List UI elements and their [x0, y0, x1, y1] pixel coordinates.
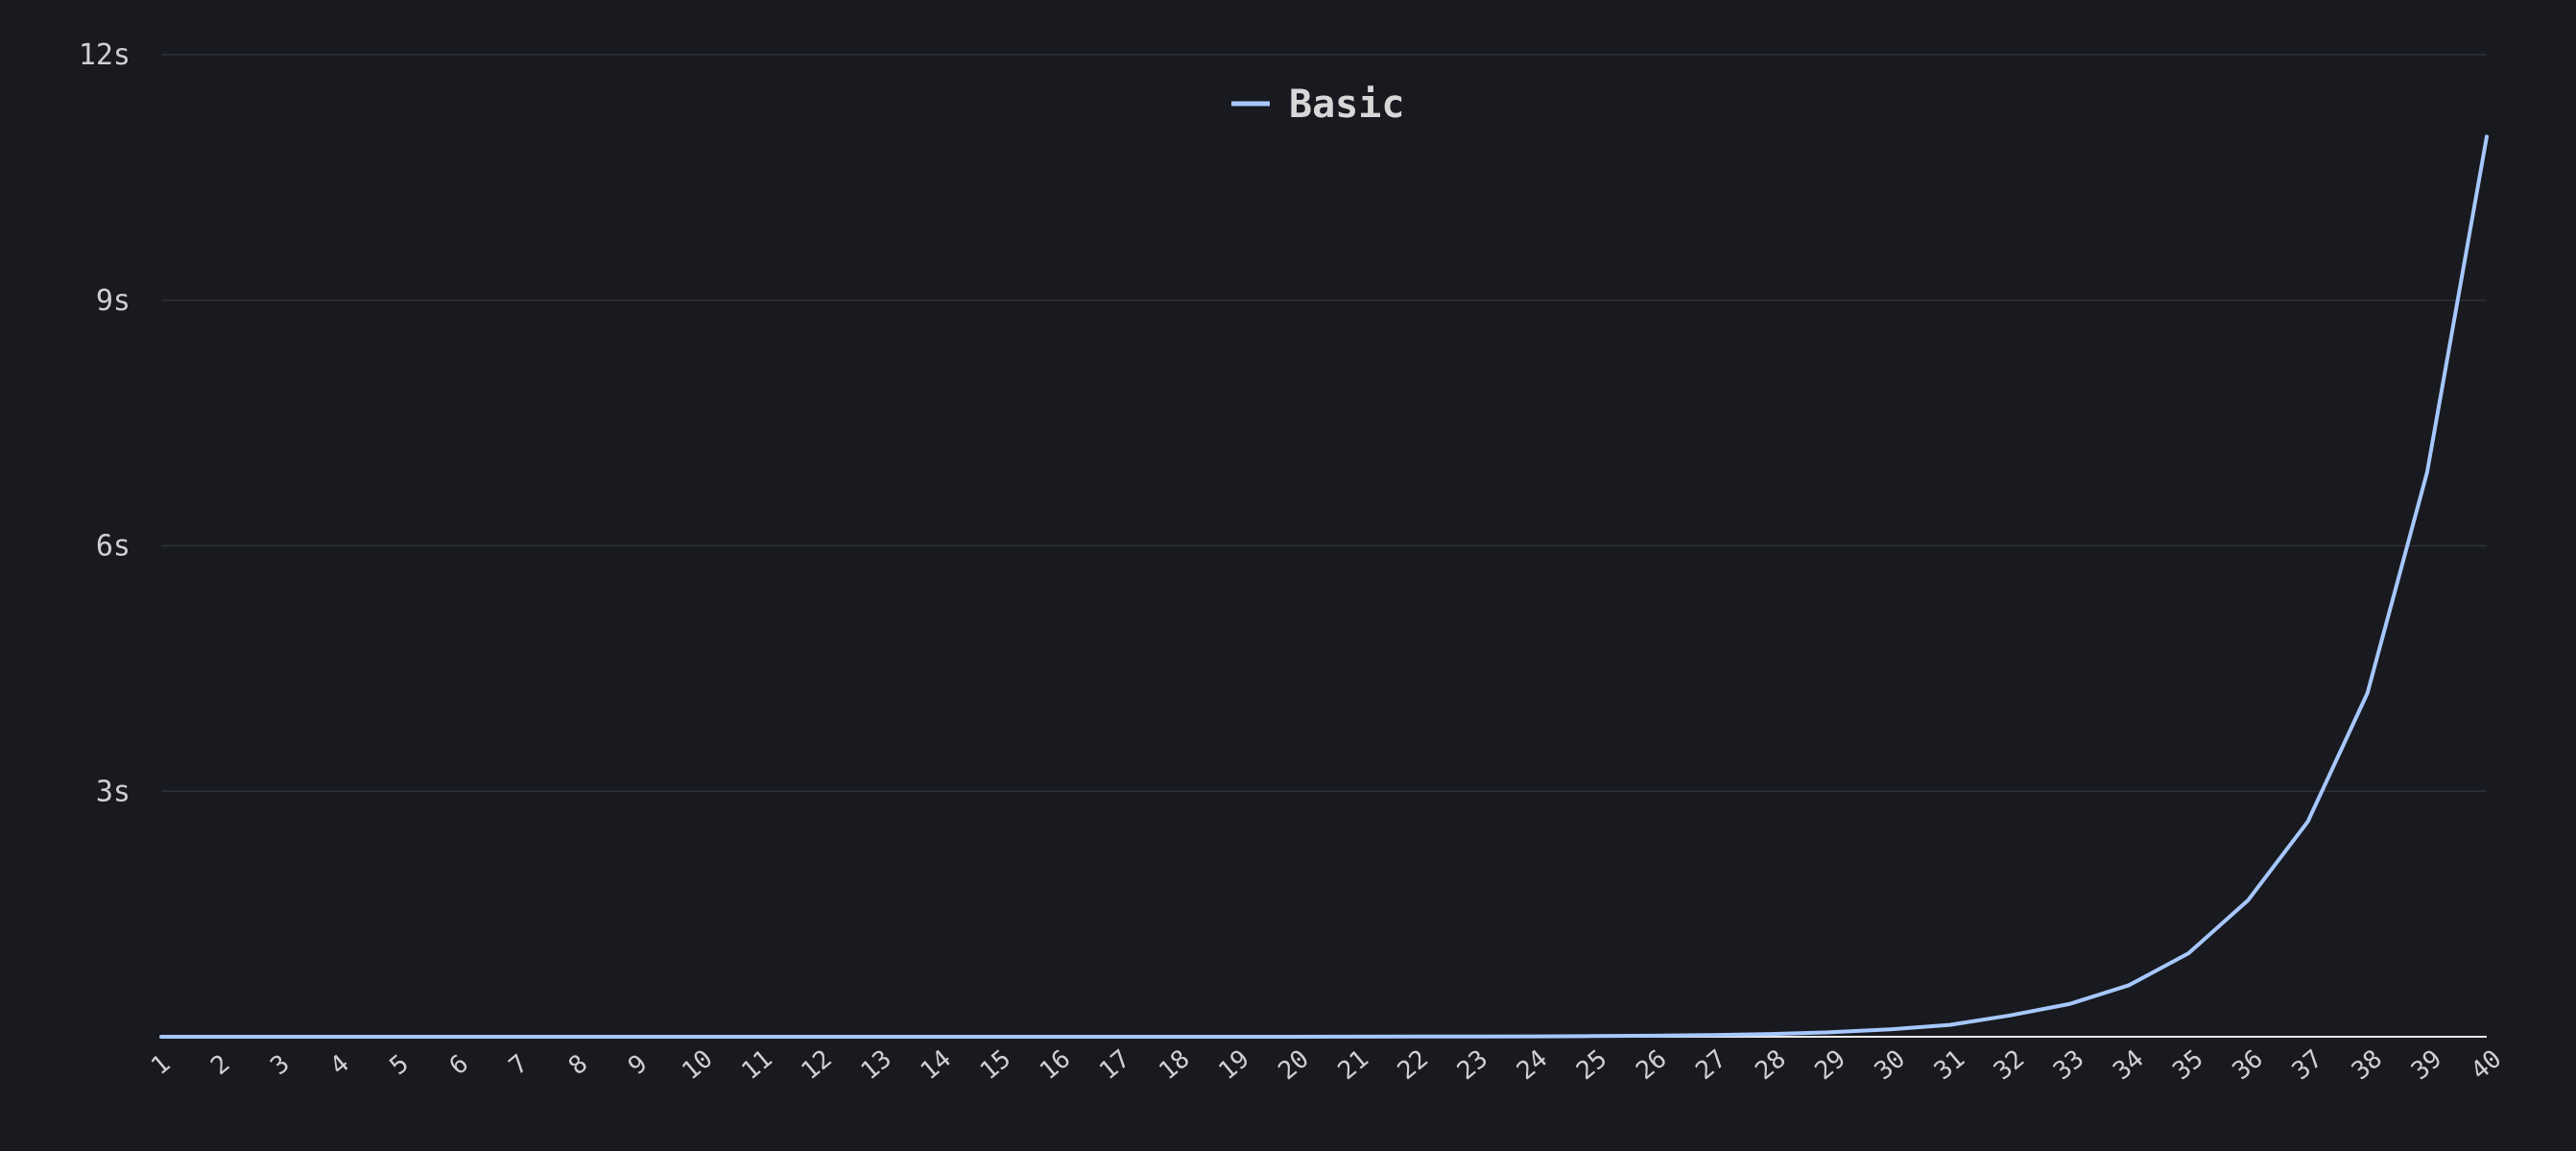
x-tick-label: 35 — [2167, 1044, 2208, 1086]
x-tick-label: 12 — [796, 1044, 837, 1086]
x-tick-label: 30 — [1870, 1044, 1911, 1086]
y-tick-label: 6s — [96, 530, 131, 564]
x-tick-label: 15 — [975, 1044, 1016, 1086]
grid-lines — [161, 54, 2487, 792]
legend-label-basic: Basic — [1289, 83, 1404, 127]
x-tick-label: 21 — [1333, 1044, 1374, 1086]
x-tick-label: 16 — [1035, 1044, 1076, 1086]
x-tick-label: 27 — [1690, 1044, 1731, 1086]
x-tick-label: 28 — [1751, 1044, 1792, 1086]
x-tick-label: 18 — [1154, 1044, 1195, 1086]
x-tick-label: 6 — [444, 1049, 474, 1081]
x-tick-label: 39 — [2406, 1044, 2447, 1086]
x-tick-label: 23 — [1452, 1044, 1493, 1086]
x-tick-label: 40 — [2466, 1044, 2507, 1086]
series-layer — [159, 134, 2489, 1039]
x-tick-label: 9 — [623, 1049, 653, 1081]
x-tick-label: 34 — [2108, 1044, 2149, 1086]
x-tick-label: 26 — [1631, 1044, 1672, 1086]
x-tick-label: 5 — [385, 1049, 415, 1081]
x-tick-label: 17 — [1094, 1044, 1135, 1086]
x-tick-label: 25 — [1571, 1044, 1612, 1086]
series-line-basic — [159, 134, 2489, 1039]
x-tick-label: 11 — [736, 1044, 777, 1086]
x-tick-label: 2 — [205, 1049, 235, 1081]
legend[interactable]: Basic — [1231, 83, 1404, 127]
x-tick-label: 37 — [2287, 1044, 2328, 1086]
x-axis-ticks: 1 2 3 4 5 6 7 8 9 10 11 12 13 14 15 16 17 18 19 20 21 22 23 24 2… — [146, 1044, 2507, 1086]
x-tick-label: 32 — [1989, 1044, 2030, 1086]
x-tick-label: 4 — [324, 1049, 354, 1081]
x-tick-label: 13 — [856, 1044, 897, 1086]
y-tick-label: 12s — [79, 38, 131, 72]
x-tick-label: 20 — [1273, 1044, 1314, 1086]
x-tick-label: 24 — [1512, 1044, 1553, 1086]
x-tick-label: 14 — [916, 1044, 957, 1086]
x-tick-label: 10 — [677, 1044, 718, 1086]
x-tick-label: 7 — [504, 1049, 534, 1081]
x-tick-label: 29 — [1810, 1044, 1851, 1086]
x-tick-label: 33 — [2048, 1044, 2089, 1086]
y-tick-label: 9s — [96, 284, 131, 318]
x-tick-label: 8 — [563, 1049, 593, 1081]
x-tick-label: 38 — [2347, 1044, 2388, 1086]
x-tick-label: 1 — [146, 1049, 176, 1081]
y-axis-ticks: 3s 6s 9s 12s — [79, 38, 131, 808]
x-tick-label: 3 — [265, 1049, 295, 1081]
y-tick-label: 3s — [96, 775, 131, 808]
x-tick-label: 22 — [1393, 1044, 1434, 1086]
x-tick-label: 36 — [2228, 1044, 2269, 1086]
x-tick-label: 19 — [1213, 1044, 1254, 1086]
x-tick-label: 31 — [1929, 1044, 1970, 1086]
